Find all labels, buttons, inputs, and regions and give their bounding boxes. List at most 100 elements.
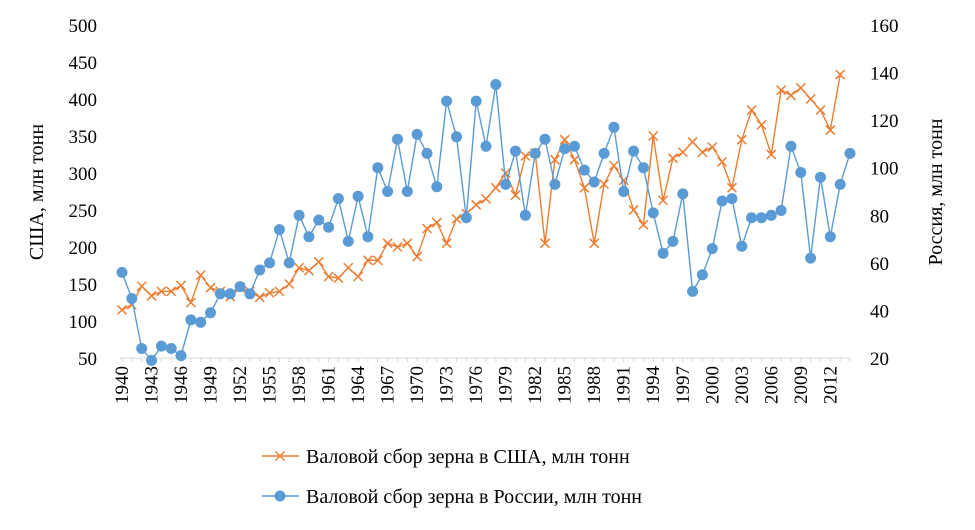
data-point: [756, 119, 767, 130]
x-tick-label: 1997: [673, 366, 694, 404]
data-point: [647, 207, 659, 219]
data-point: [510, 190, 521, 201]
data-point: [529, 147, 541, 159]
data-point: [795, 167, 807, 178]
data-point: [175, 350, 187, 362]
data-point: [539, 133, 551, 145]
data-point: [677, 188, 689, 200]
data-point: [195, 316, 207, 328]
data-point: [264, 257, 276, 269]
data-point: [746, 105, 757, 116]
data-point: [362, 255, 373, 266]
x-tick-label: 2012: [820, 366, 841, 404]
left-tick-label: 300: [69, 164, 98, 185]
data-point: [116, 266, 128, 278]
data-point: [824, 231, 836, 243]
data-point: [519, 209, 531, 221]
data-point: [165, 343, 177, 354]
data-point: [283, 257, 295, 269]
data-point: [766, 149, 777, 160]
data-point: [687, 285, 699, 297]
data-point: [717, 156, 728, 167]
data-point: [687, 136, 698, 147]
data-point: [776, 85, 787, 96]
data-point: [264, 287, 275, 298]
data-point: [608, 160, 619, 171]
data-point: [569, 140, 580, 152]
data-point: [185, 314, 197, 326]
x-tick-label: 1958: [289, 366, 310, 404]
legend-us-x-marker: [274, 450, 286, 462]
left-tick-label: 400: [69, 90, 98, 111]
x-tick-label: 2000: [702, 366, 723, 404]
legend-item-russia[interactable]: Валовой сбор зерна в России, млн тонн: [262, 486, 642, 508]
data-point: [205, 307, 216, 319]
right-tick-label: 60: [870, 254, 889, 275]
legend-x-glyph: [274, 450, 286, 462]
data-point: [756, 212, 767, 224]
x-tick-label: 1976: [466, 366, 487, 404]
data-point: [205, 282, 216, 293]
data-point: [638, 219, 649, 230]
data-point: [372, 162, 384, 174]
data-point: [451, 131, 462, 143]
series-line: [121, 74, 841, 311]
data-point: [195, 270, 206, 281]
data-point: [185, 297, 196, 308]
data-point: [155, 340, 167, 352]
right-tick-label: 100: [870, 159, 899, 180]
data-point: [785, 90, 797, 101]
data-point: [579, 182, 590, 193]
legend-item-us[interactable]: Валовой сбор зерна в США, млн тонн: [262, 446, 630, 468]
data-point: [648, 130, 659, 142]
data-point: [726, 193, 738, 205]
data-point: [480, 140, 492, 152]
left-tick-label: 50: [78, 349, 97, 370]
data-point: [844, 147, 856, 159]
legend-us-label: Валовой сбор зерна в США, млн тонн: [306, 446, 630, 468]
data-point: [441, 238, 452, 249]
data-point: [332, 193, 344, 205]
data-point: [342, 235, 354, 247]
x-tick-label: 1961: [319, 366, 340, 404]
data-point: [323, 271, 334, 282]
data-point: [588, 176, 600, 188]
right-tick-label: 120: [870, 111, 899, 132]
data-point: [372, 255, 383, 266]
data-point: [716, 195, 728, 207]
x-tick-label: 1946: [171, 366, 192, 404]
data-point: [224, 288, 236, 300]
x-tick-label: 1979: [496, 366, 517, 404]
x-tick-label: 1955: [260, 366, 281, 404]
x-tick-label: 1994: [643, 366, 664, 405]
data-point: [696, 269, 708, 281]
left-tick-label: 500: [69, 16, 98, 37]
data-point: [539, 238, 551, 249]
data-point: [284, 278, 295, 290]
data-point: [116, 304, 128, 315]
series-layer: [116, 69, 856, 366]
left-tick-label: 100: [69, 312, 98, 333]
data-point: [294, 262, 305, 273]
data-point: [431, 181, 443, 193]
data-point: [303, 231, 315, 243]
data-point: [353, 271, 364, 282]
data-point: [599, 179, 610, 190]
data-point: [608, 121, 620, 133]
data-point: [657, 247, 669, 259]
x-tick-label: 1940: [112, 366, 133, 404]
data-point: [362, 231, 374, 243]
x-tick-label: 1985: [555, 366, 576, 404]
data-point: [254, 264, 266, 276]
data-point: [254, 292, 265, 303]
data-point: [658, 195, 669, 206]
data-point: [480, 193, 492, 204]
data-point: [677, 147, 688, 158]
data-point: [156, 286, 167, 297]
data-point: [313, 256, 324, 267]
data-point: [805, 93, 816, 105]
data-point: [343, 262, 354, 273]
data-point: [214, 288, 226, 300]
data-point: [589, 238, 600, 249]
data-point: [313, 214, 325, 226]
